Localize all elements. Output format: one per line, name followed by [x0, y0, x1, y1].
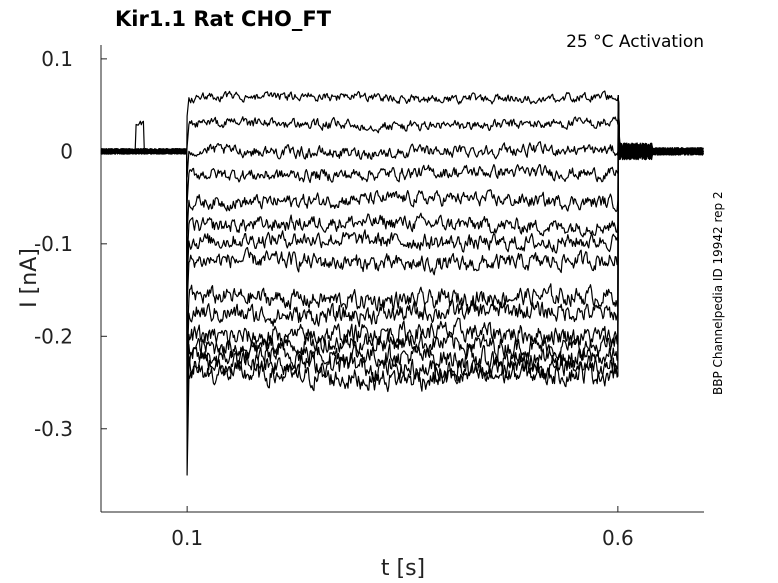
axes — [100, 45, 704, 513]
y-tick-label: 0.1 — [41, 47, 73, 71]
current-trace — [100, 95, 704, 391]
x-ticks: 0.1 0.6 — [171, 506, 634, 550]
current-trace — [101, 95, 704, 159]
current-trace — [100, 90, 704, 160]
y-axis-label: I [nA] — [17, 248, 42, 308]
x-tick-label: 0.6 — [602, 526, 634, 550]
current-trace — [100, 95, 704, 204]
current-trace — [100, 95, 704, 476]
current-trace — [100, 95, 704, 262]
current-trace — [100, 95, 704, 348]
traces — [100, 90, 704, 476]
chart-annotation: 25 °C Activation — [566, 32, 704, 52]
chart-title: Kir1.1 Rat CHO_FT — [115, 7, 332, 31]
x-tick-label: 0.1 — [171, 526, 203, 550]
current-trace — [100, 95, 704, 308]
y-ticks: 0.1 0 -0.1 -0.2 -0.3 — [34, 47, 107, 441]
y-tick-label: -0.3 — [34, 417, 73, 441]
y-tick-label: 0 — [60, 139, 73, 163]
current-trace — [100, 95, 704, 178]
x-axis-label: t [s] — [381, 556, 425, 581]
current-trace — [100, 95, 704, 283]
current-trace — [100, 95, 704, 366]
y-tick-label: -0.2 — [34, 324, 73, 348]
y-tick-label: -0.1 — [34, 232, 73, 256]
current-trace — [100, 95, 704, 235]
side-label: BBP Channelpedia ID 19942 rep 2 — [711, 191, 725, 395]
current-trace — [100, 95, 704, 421]
